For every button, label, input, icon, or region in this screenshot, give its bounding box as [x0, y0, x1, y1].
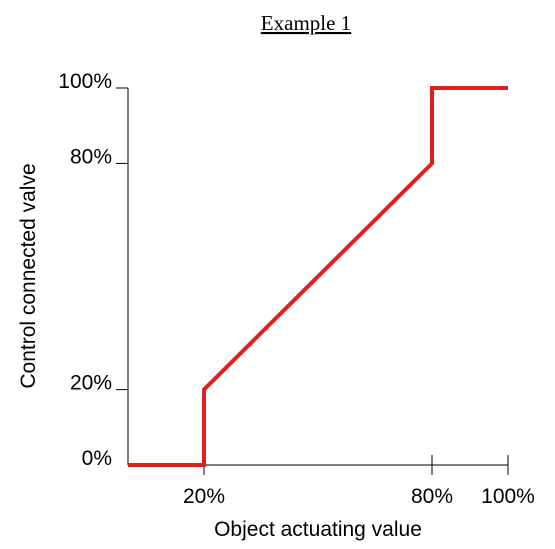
series-line [128, 86, 508, 467]
y-tick-label: 100% [58, 70, 112, 93]
y-tick-label: 80% [70, 145, 112, 168]
x-tick-label: 20% [183, 485, 225, 508]
y-tick-label: 20% [70, 372, 112, 395]
y-tick-label: 0% [82, 447, 112, 470]
x-tick-label: 100% [481, 485, 535, 508]
chart-title: Example 1 [261, 11, 351, 35]
ticks: 20% 80% 100% 0% 20% 80% 100% [58, 70, 535, 508]
x-axis-label: Object actuating value [214, 518, 422, 541]
x-tick-label: 80% [411, 485, 453, 508]
y-axis-label: Control connected valve [17, 163, 40, 388]
series [128, 86, 508, 467]
